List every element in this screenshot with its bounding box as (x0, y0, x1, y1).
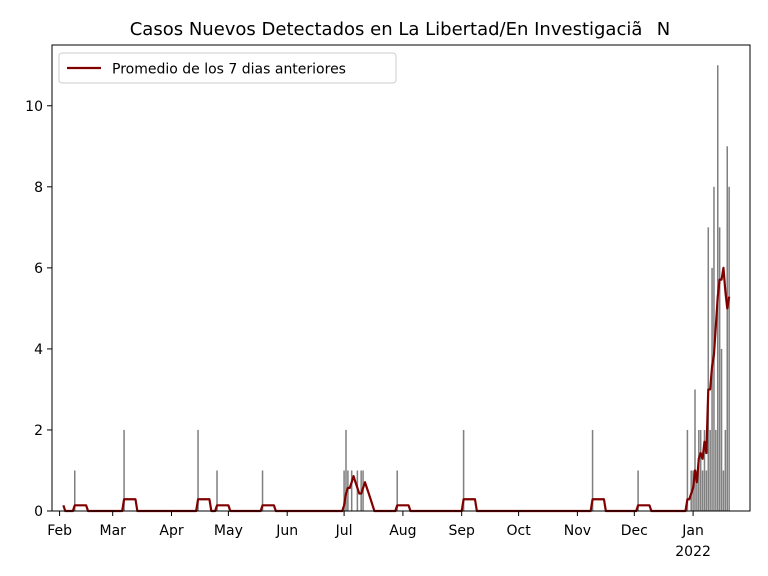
line-series (62, 266, 731, 513)
bar-16 (686, 429, 689, 511)
x-tick-label-1: Mar (99, 523, 126, 539)
bar-35 (724, 429, 727, 511)
x-tick-label-6: Aug (389, 523, 416, 539)
bar-28 (711, 267, 713, 511)
bar-6 (345, 429, 347, 511)
y-tick-label-5: 10 (25, 99, 43, 115)
y-tick-label-4: 8 (34, 180, 43, 196)
x-tick-label-5: Jul (335, 523, 353, 539)
bar-15 (637, 470, 639, 511)
bar-32 (718, 227, 721, 511)
bar-23 (701, 470, 704, 511)
x-tick-label-4: Jun (275, 523, 298, 539)
bar-25 (705, 470, 708, 511)
bar-4 (261, 470, 264, 511)
bar-26 (707, 227, 710, 511)
bar-2 (197, 429, 199, 511)
bar-30 (715, 429, 717, 511)
bar-33 (720, 348, 723, 511)
y-axis: 0 2 4 6 8 10 (25, 99, 52, 520)
bar-12 (396, 470, 398, 511)
bar-24 (703, 429, 706, 511)
x-tick-label-7: Sep (449, 523, 476, 539)
bar-13 (462, 429, 465, 511)
bar-0 (74, 470, 76, 511)
plot-area (62, 65, 731, 513)
bar-34 (722, 470, 725, 511)
bar-19 (694, 389, 696, 511)
x-tick-label-11: Jan (681, 523, 704, 539)
bar-36 (726, 146, 728, 511)
bar-1 (123, 429, 125, 511)
bar-20 (696, 470, 698, 511)
y-tick-label-3: 6 (34, 261, 43, 277)
bar-3 (216, 470, 218, 511)
x-tick-label-0: Feb (47, 523, 72, 539)
bar-37 (728, 186, 730, 511)
x-tick-label-2: Apr (159, 523, 183, 539)
axes-frame (51, 44, 751, 512)
bar-14 (591, 429, 594, 511)
y-tick-label-0: 0 (34, 504, 43, 520)
x-tick-label-3: May (214, 523, 243, 539)
x-axis: Feb Mar Apr May Jun Jul Aug Sep Oct Nov Dec Jan 2022 (47, 511, 711, 560)
bar-series (74, 65, 730, 512)
x-tick-label-10: Dec (621, 523, 648, 539)
bar-22 (699, 429, 702, 511)
x-tick-label-9: Nov (564, 523, 591, 539)
legend: Promedio de los 7 dias anteriores (58, 52, 397, 84)
x-tick-label-8: Oct (506, 523, 531, 539)
bar-5 (343, 470, 345, 511)
y-tick-label-1: 2 (34, 423, 43, 439)
legend-label: Promedio de los 7 dias anteriores (112, 62, 346, 78)
y-tick-label-2: 4 (34, 342, 43, 358)
average-line (62, 266, 731, 513)
legend-box (58, 52, 397, 84)
x-tick-sublabel-11: 2022 (675, 544, 711, 560)
bar-27 (709, 429, 711, 511)
bar-8 (350, 470, 353, 511)
chart-title: Casos Nuevos Detectados en La Libertad/E… (130, 19, 671, 40)
